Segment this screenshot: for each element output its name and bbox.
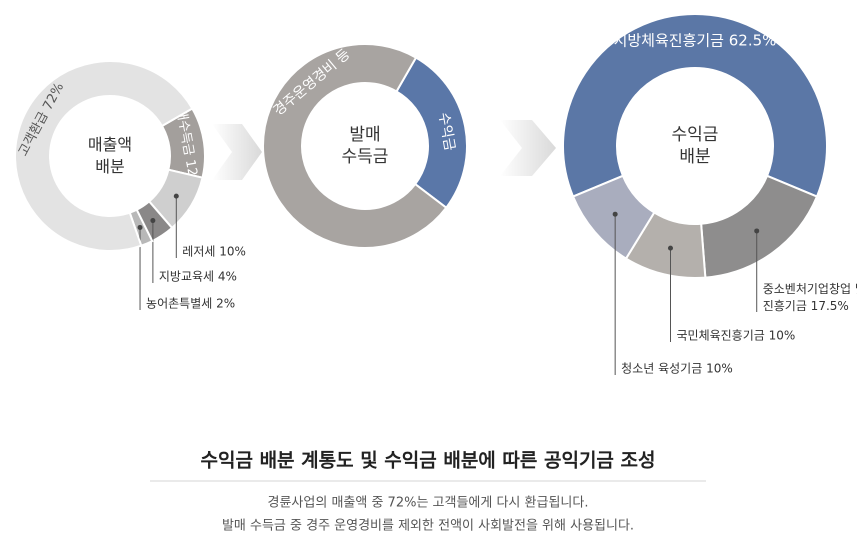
caption-line: 발매 수득금 중 경주 운영경비를 제외한 전액이 사회발전을 위해 사용됩니다… bbox=[222, 519, 634, 534]
flow-arrow bbox=[212, 124, 262, 180]
callout-label: 중소벤처기업창업 및 진흥기금 17.5% bbox=[763, 282, 857, 313]
donut-segment bbox=[262, 43, 448, 249]
callout-label: 레저세 10% bbox=[182, 245, 246, 259]
callout-label: 국민체육진흥기금 10% bbox=[676, 329, 795, 343]
caption-title: 수익금 배분 계통도 및 수익금 배분에 따른 공익기금 조성 bbox=[201, 450, 656, 472]
donut-segment bbox=[700, 174, 819, 279]
leader-dot bbox=[612, 211, 618, 217]
flow-arrow bbox=[500, 120, 556, 176]
leader-dot bbox=[137, 224, 143, 230]
leader-dot bbox=[173, 193, 179, 199]
caption-line: 경륜사업의 매출액 중 72%는 고객들에게 다시 환급됩니다. bbox=[268, 496, 589, 511]
segment-label: 수익금 bbox=[435, 111, 457, 152]
callout-label: 지방교육세 4% bbox=[159, 270, 237, 284]
leader-dot bbox=[754, 228, 760, 234]
callout-label: 농어촌특별세 2% bbox=[146, 297, 235, 311]
donut-segment bbox=[395, 56, 468, 210]
callout-label: 청소년 육성기금 10% bbox=[621, 362, 733, 376]
donut-segment bbox=[562, 13, 828, 198]
donut-segment bbox=[571, 174, 656, 260]
center-label: 매출액 배분 bbox=[88, 135, 132, 176]
center-label: 발매 수득금 bbox=[342, 125, 389, 167]
center-label: 수익금 배분 bbox=[672, 125, 719, 167]
segment-label: 지방체육진흥기금 62.5% bbox=[614, 32, 777, 50]
leader-dot bbox=[667, 245, 673, 251]
leader-dot bbox=[150, 218, 156, 224]
donut-segment bbox=[14, 60, 194, 252]
